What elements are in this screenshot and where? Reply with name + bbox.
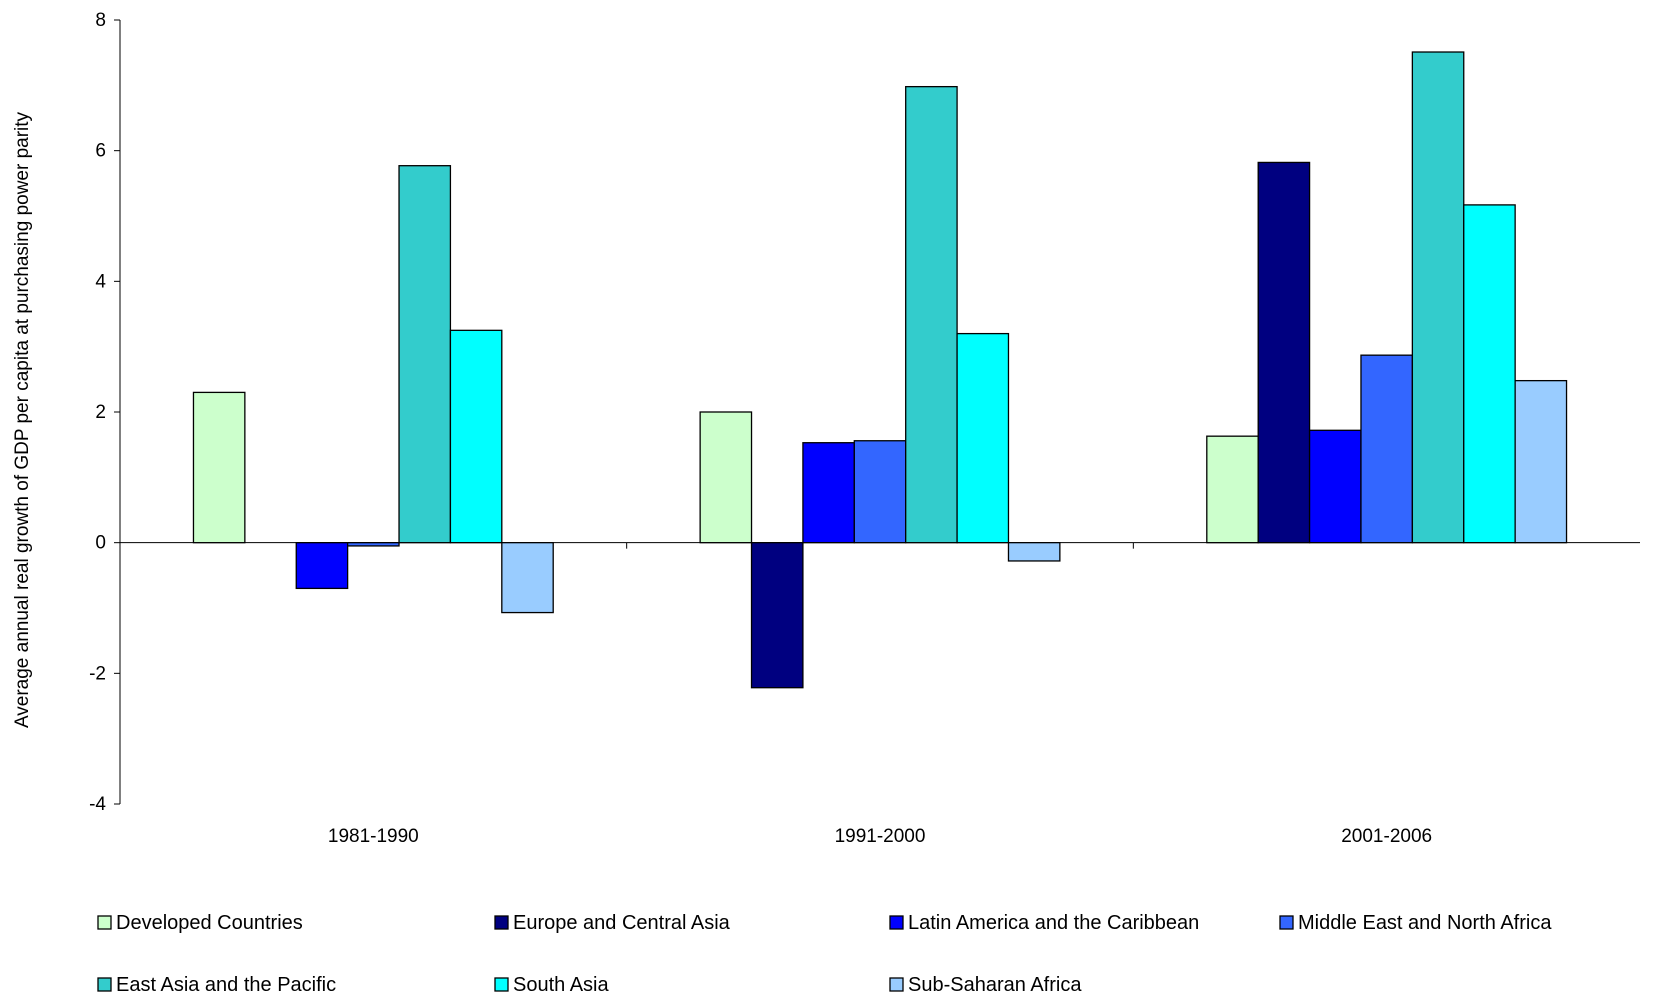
bar [1463,204,1516,544]
ticks: -4 -2 0 2 4 6 8 1981-1990 1991-2000 2001-2006 [89,10,1432,847]
bar [905,85,958,544]
legend-swatch [97,977,112,992]
legend-label: Latin America and the Caribbean [908,912,1199,934]
bar [1206,435,1259,544]
legend-swatch [889,977,904,992]
x-tick-label: 2001-2006 [1341,826,1432,847]
y-tick-label: -4 [89,794,106,815]
y-tick-label: 2 [95,402,106,423]
bar [853,440,907,544]
bar [1411,51,1465,544]
legend-label: Sub-Saharan Africa [908,974,1082,996]
bar [398,165,452,544]
bar [1257,161,1311,544]
legend-label: Developed Countries [116,912,303,934]
bar [1360,354,1414,544]
legend: Developed Countries Europe and Central As… [97,912,1552,996]
bar [750,542,804,689]
bars [192,51,1568,689]
bar [1007,542,1061,562]
legend-label: East Asia and the Pacific [116,974,336,996]
legend-label: Middle East and North Africa [1298,912,1552,934]
bar [1308,429,1362,544]
bar [501,542,554,614]
legend-swatch [494,915,509,930]
y-tick-label: 0 [95,533,106,554]
legend-swatch [494,977,509,992]
legend-swatch [1279,915,1294,930]
y-tick-label: 4 [95,271,106,292]
y-tick-label: 8 [95,10,106,31]
legend-label: Europe and Central Asia [513,912,731,934]
legend-swatch [889,915,904,930]
bar [449,329,503,544]
legend-swatch [97,915,112,930]
bar [699,411,753,544]
bar [802,442,855,544]
x-tick-label: 1991-2000 [835,826,926,847]
y-tick-label: 6 [95,141,106,162]
bar [295,542,349,590]
bar [192,391,246,544]
bar [1514,379,1568,544]
y-tick-label: -2 [89,663,106,684]
y-axis-label: Average annual real growth of GDP per ca… [12,111,33,728]
x-tick-label: 1981-1990 [328,826,419,847]
bar [956,332,1010,544]
bar [346,542,400,547]
legend-label: South Asia [513,974,610,996]
